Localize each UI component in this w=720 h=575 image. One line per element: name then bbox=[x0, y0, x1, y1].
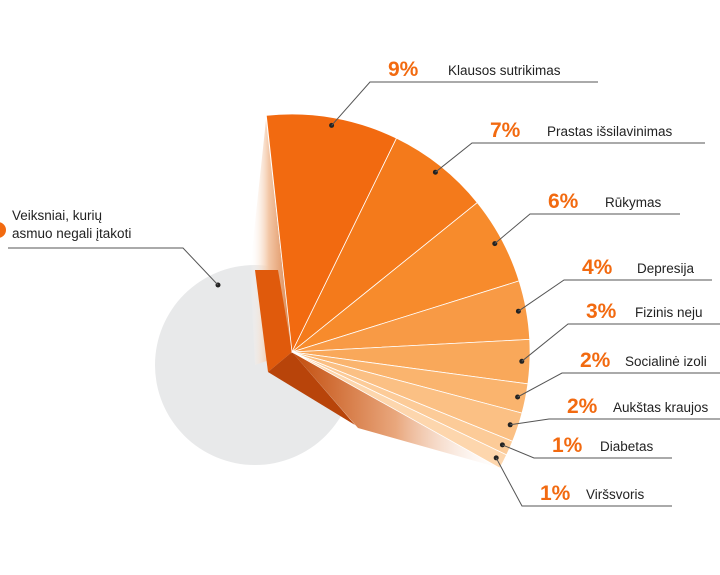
slice-9-leader-line bbox=[495, 457, 672, 507]
slice-6-leader-line bbox=[517, 372, 720, 398]
base-cut-wedge-left bbox=[255, 270, 292, 372]
slice-2-category-label: Prastas išsilavinimas bbox=[547, 124, 673, 139]
slice-2-leader-line bbox=[435, 142, 705, 173]
slice-6-category-label: Socialinė izoli bbox=[625, 354, 707, 369]
slice-1 bbox=[265, 113, 398, 354]
slice-7-value-label: 2% bbox=[567, 395, 598, 418]
slice-6-value-label: 2% bbox=[580, 349, 611, 372]
slice-5-category-label: Fizinis neju bbox=[635, 305, 703, 320]
slice-2-value-label: 7% bbox=[490, 119, 521, 142]
slice-9-category-label: Viršsvoris bbox=[586, 487, 645, 502]
slice-2 bbox=[291, 137, 478, 353]
slice-3-value-label: 6% bbox=[548, 190, 579, 213]
slice-8-category-label: Diabetas bbox=[600, 439, 654, 454]
exploded-slices bbox=[265, 113, 531, 469]
slice-1-leader-line bbox=[331, 81, 598, 126]
slice-7-category-label: Aukštas kraujos bbox=[613, 400, 709, 415]
base-slice-label-line1: Veiksniai, kurių bbox=[12, 208, 102, 223]
annotations: 9% Klausos sutrikimas 7% Prastas išsilavini… bbox=[329, 58, 720, 507]
base-slice-leader bbox=[8, 247, 219, 286]
slice-4-leader-line bbox=[518, 279, 712, 312]
slice-4-value-label: 4% bbox=[582, 256, 613, 279]
slice-5-leader-line bbox=[521, 323, 720, 362]
slice-7-leader-line bbox=[510, 418, 720, 426]
slice-5-value-label: 3% bbox=[586, 300, 617, 323]
slice-3-category-label: Rūkymas bbox=[605, 195, 662, 210]
base-slice-label-line2: asmuo negali įtakoti bbox=[12, 226, 131, 241]
slice-4-category-label: Depresija bbox=[637, 261, 695, 276]
base-cut-wedge-right bbox=[268, 352, 355, 425]
base-slice-marker-icon bbox=[0, 222, 6, 238]
slice-3-leader-line bbox=[494, 213, 680, 244]
slice-9 bbox=[291, 351, 508, 469]
slice-8-leader-line bbox=[502, 444, 672, 459]
base-slice-annotation: Veiksniai, kurių asmuo negali įtakoti bbox=[0, 208, 221, 288]
slice-1-value-label: 9% bbox=[388, 58, 419, 81]
slice-9-value-label: 1% bbox=[540, 482, 571, 505]
slice-1-category-label: Klausos sutrikimas bbox=[448, 63, 561, 78]
slice-8-value-label: 1% bbox=[552, 434, 583, 457]
